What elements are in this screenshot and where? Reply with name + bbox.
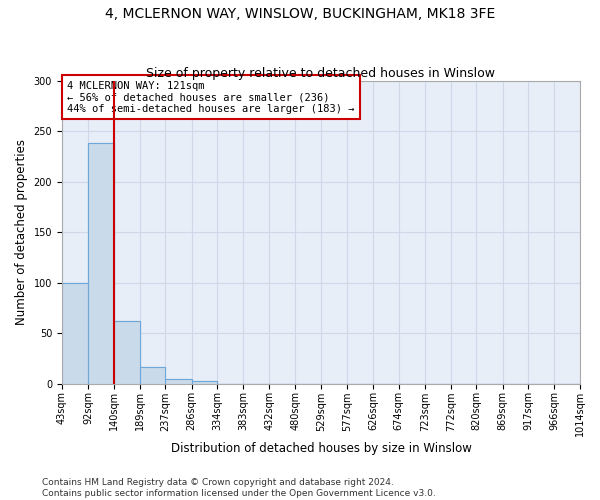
Title: Size of property relative to detached houses in Winslow: Size of property relative to detached ho… xyxy=(146,66,496,80)
Text: Contains HM Land Registry data © Crown copyright and database right 2024.
Contai: Contains HM Land Registry data © Crown c… xyxy=(42,478,436,498)
Text: 4 MCLERNON WAY: 121sqm
← 56% of detached houses are smaller (236)
44% of semi-de: 4 MCLERNON WAY: 121sqm ← 56% of detached… xyxy=(67,80,355,114)
X-axis label: Distribution of detached houses by size in Winslow: Distribution of detached houses by size … xyxy=(170,442,472,455)
Y-axis label: Number of detached properties: Number of detached properties xyxy=(15,139,28,325)
Text: 4, MCLERNON WAY, WINSLOW, BUCKINGHAM, MK18 3FE: 4, MCLERNON WAY, WINSLOW, BUCKINGHAM, MK… xyxy=(105,8,495,22)
